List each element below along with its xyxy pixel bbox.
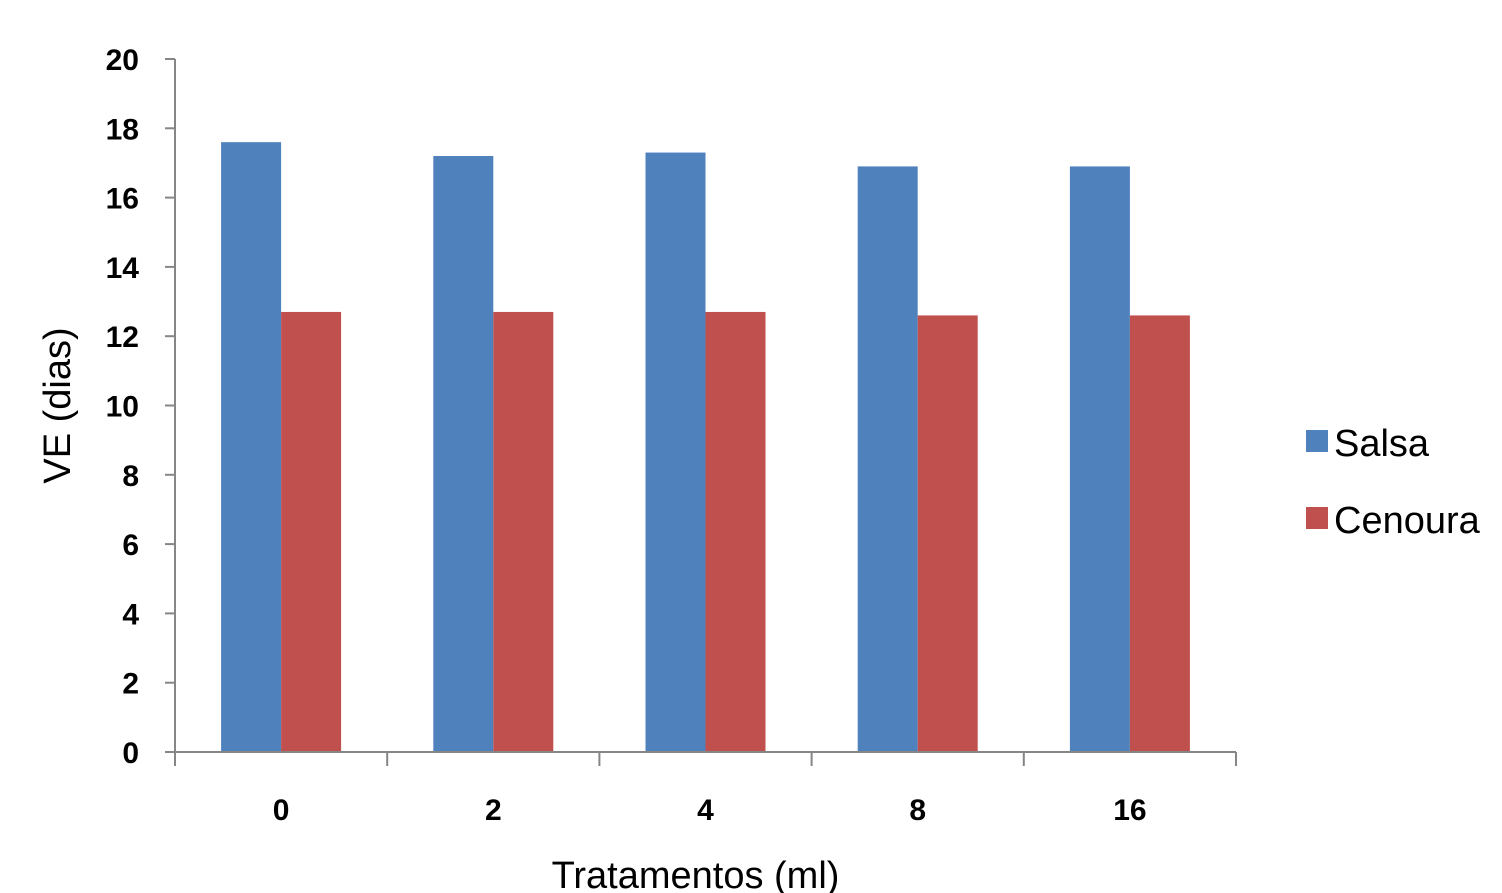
y-tick-label: 0 [122,737,139,770]
y-tick-label: 8 [122,460,139,493]
y-axis-ticks: 0 2 4 6 8 10 12 14 16 18 20 [106,44,175,770]
y-tick-label: 14 [106,252,140,285]
y-tick-label: 4 [122,598,139,631]
y-tick-label: 16 [106,183,139,216]
y-tick-label: 2 [122,668,139,701]
x-tick-label: 0 [273,794,290,827]
y-tick-label: 10 [106,391,139,424]
x-axis-ticks: 0 2 4 8 16 [174,752,1237,827]
legend-label-salsa: Salsa [1334,423,1430,465]
legend-swatch-cenoura [1306,507,1328,529]
x-tick-label: 2 [485,794,502,827]
x-tick-label: 4 [697,794,714,827]
legend-label-cenoura: Cenoura [1334,500,1481,542]
bar-cenoura-4 [705,311,766,752]
y-axis-title: VE (dias) [37,327,79,483]
y-tick-label: 18 [106,113,139,146]
bar-salsa-16 [1069,166,1130,753]
x-tick-label: 8 [909,794,926,827]
bar-salsa-2 [433,156,494,752]
x-axis-title: Tratamentos (ml) [552,855,840,893]
bar-salsa-8 [857,166,918,753]
legend-swatch-salsa [1306,430,1328,452]
bar-cenoura-8 [917,315,978,752]
y-tick-label: 20 [106,44,139,77]
bar-cenoura-16 [1129,315,1190,752]
bar-salsa-0 [221,142,282,752]
y-tick-label: 6 [122,529,139,562]
bar-cenoura-0 [281,311,342,752]
bars-group [221,142,1190,753]
legend: Salsa Cenoura [1306,423,1481,542]
y-tick-label: 12 [106,321,139,354]
x-tick-label: 16 [1113,794,1146,827]
bar-salsa-4 [645,152,706,752]
bar-cenoura-2 [493,311,554,752]
